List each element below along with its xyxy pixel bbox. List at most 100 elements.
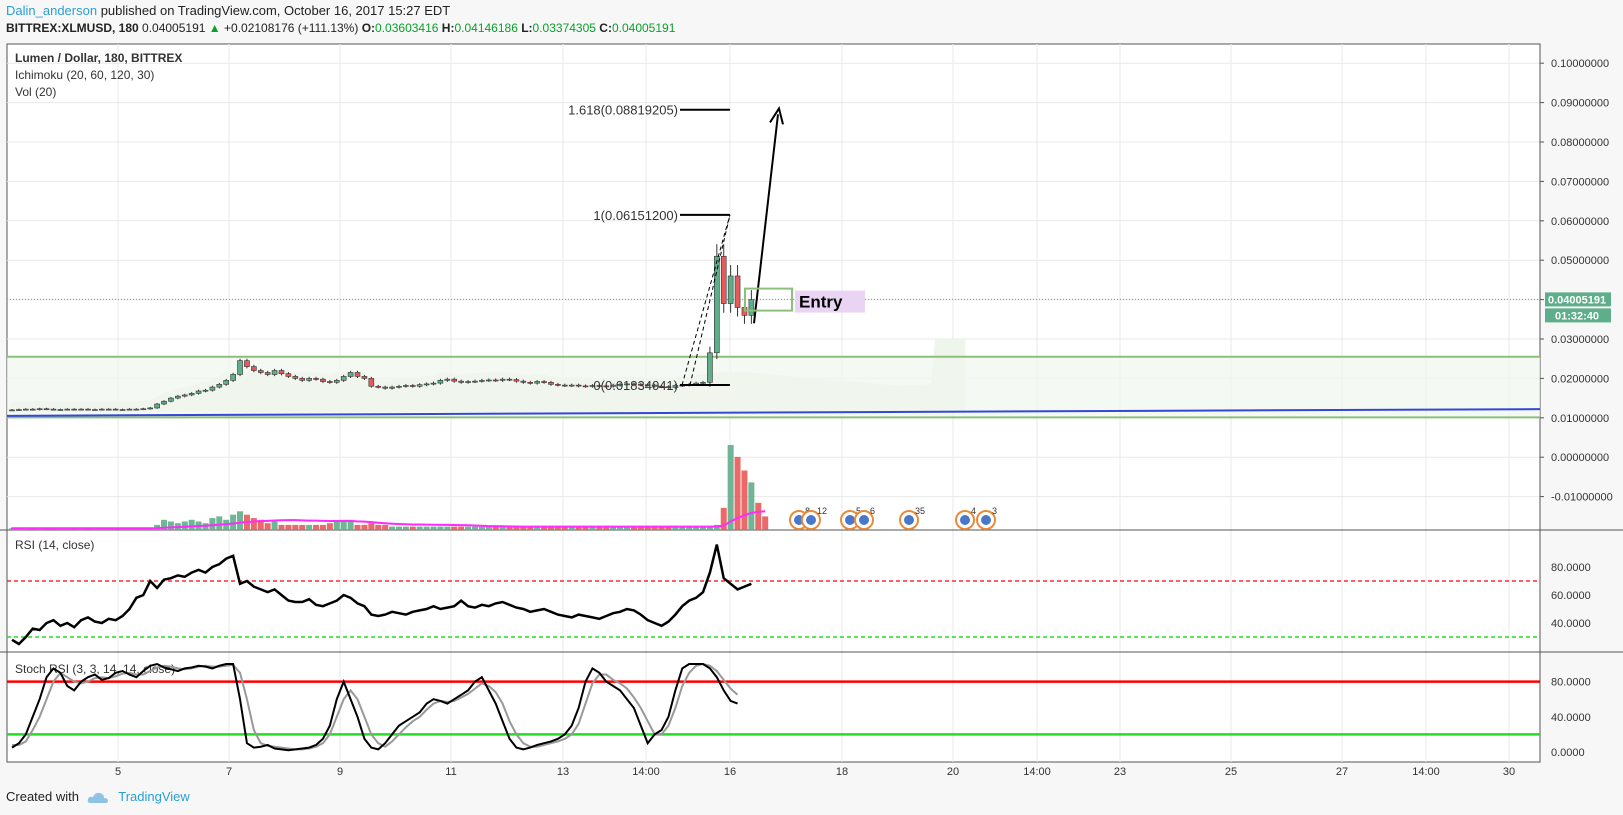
footer: Created with TradingView	[6, 789, 190, 805]
candle-body	[85, 408, 91, 411]
candle-body	[313, 378, 319, 380]
candle-body	[458, 380, 464, 383]
candle-body	[707, 352, 713, 383]
volume-bar	[644, 526, 651, 530]
last-price-badge-text: 0.04005191	[1548, 294, 1606, 306]
volume-bar	[209, 518, 216, 530]
time-axis-label: 14:00	[1023, 766, 1051, 778]
volume-bar	[485, 526, 492, 530]
rsi-axis-label: 60.0000	[1551, 590, 1591, 602]
volume-bar	[506, 526, 513, 530]
ichimoku-legend: Ichimoku (20, 60, 120, 30)	[15, 68, 154, 82]
volume-bar	[306, 524, 313, 530]
economic-event-flag[interactable]: 6	[854, 506, 875, 530]
candle-body	[555, 384, 561, 386]
tradingview-cloud-icon	[87, 792, 108, 803]
volume-bar	[471, 526, 478, 530]
price-axis-label: 0.02000000	[1551, 373, 1609, 385]
candle-body	[672, 385, 679, 388]
candle-body	[548, 382, 554, 385]
volume-bar	[181, 521, 188, 530]
economic-event-flag[interactable]: 35	[899, 506, 925, 530]
candle-body	[582, 385, 589, 388]
candle-body	[651, 384, 658, 387]
volume-bar	[575, 526, 582, 530]
high-label: H:	[441, 21, 455, 35]
volume-bar	[547, 526, 554, 530]
economic-event-flag[interactable]: 12	[801, 506, 827, 530]
volume-bar	[285, 524, 292, 530]
economic-event-flag[interactable]: 3	[976, 506, 997, 530]
candle-body	[499, 378, 506, 381]
candle-body	[188, 393, 195, 396]
volume-bar	[278, 524, 285, 530]
volume-bar	[554, 526, 561, 530]
candle-body	[119, 409, 126, 411]
candle-body	[665, 386, 672, 388]
volume-bar	[679, 526, 686, 530]
time-axis-label: 18	[836, 766, 848, 778]
rsi-line	[11, 544, 752, 646]
tradingview-link[interactable]: TradingView	[118, 789, 190, 804]
candle-body	[223, 380, 230, 385]
candle-body	[285, 373, 292, 377]
stoch-legend: Stoch RSI (3, 3, 14, 14, close)	[15, 662, 175, 676]
volume-bar	[527, 526, 534, 530]
candle-body	[175, 395, 181, 399]
author-link[interactable]: Dalin_anderson	[6, 3, 98, 18]
volume-bar	[520, 526, 527, 530]
candle-body	[361, 376, 368, 379]
candle-body	[354, 372, 361, 377]
candle-body	[292, 376, 299, 379]
volume-bar	[672, 526, 679, 530]
volume-bar	[720, 507, 727, 530]
volume-bar	[313, 524, 320, 530]
candle-body	[624, 383, 630, 386]
volume-bar	[561, 526, 568, 530]
candle-body	[126, 408, 133, 411]
candle-body	[382, 386, 388, 389]
event-count: 4	[971, 506, 976, 516]
close-label: C:	[599, 21, 612, 35]
price-axis-label: 0.07000000	[1551, 176, 1609, 188]
candle-body	[638, 384, 644, 386]
volume-bar	[478, 526, 485, 530]
volume-bar	[741, 470, 748, 530]
publisher-line: Dalin_anderson published on TradingView.…	[6, 3, 450, 18]
volume-bar	[237, 511, 244, 530]
volume-bar	[361, 524, 368, 530]
candle-body	[251, 366, 257, 371]
entry-label-bg	[795, 290, 865, 313]
candle-body	[333, 380, 340, 383]
candle-body	[506, 378, 513, 381]
time-axis-label: 11	[445, 766, 456, 778]
candle-body	[541, 381, 547, 383]
volume-bar	[568, 526, 575, 530]
volume-bar	[437, 526, 444, 530]
volume-bar	[686, 526, 693, 530]
volume-bar	[700, 526, 706, 530]
volume-bar	[299, 524, 306, 530]
candle-body	[105, 408, 112, 411]
volume-bar	[167, 521, 174, 530]
candle-body	[734, 275, 741, 308]
volume-bar	[216, 516, 223, 530]
countdown-badge	[1545, 308, 1611, 323]
economic-event-flag[interactable]: 4	[955, 506, 976, 530]
volume-bar	[458, 526, 465, 530]
entry-label: Entry	[799, 293, 843, 312]
candle-body	[195, 390, 202, 394]
volume-bar	[257, 519, 264, 530]
last-price: 0.04005191	[142, 21, 206, 35]
candle-body	[16, 409, 22, 411]
chart-title: Lumen / Dollar, 180, BITTREX	[15, 51, 182, 65]
fib-level-label: 1.618(0.08819205)	[568, 103, 678, 118]
event-flag-icon	[960, 515, 970, 525]
candle-body	[534, 381, 540, 384]
volume-bar	[402, 526, 409, 530]
candle-body	[327, 381, 333, 383]
candle-body	[596, 385, 603, 387]
volume-bar	[534, 526, 541, 530]
price-axis-label: 0.08000000	[1551, 137, 1609, 149]
